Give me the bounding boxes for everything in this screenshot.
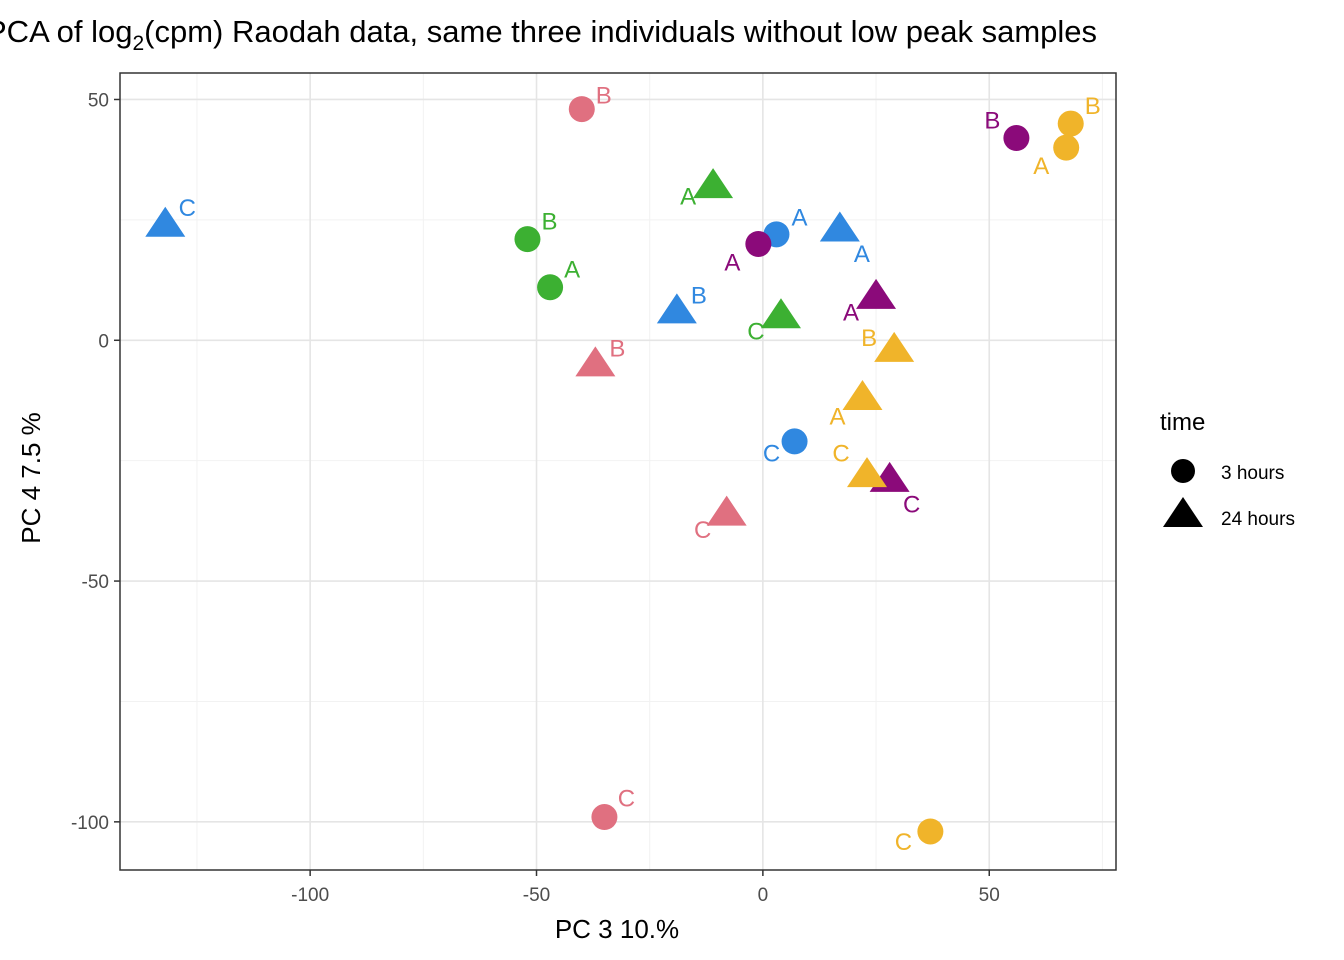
data-point-label: C	[895, 829, 912, 856]
data-point-label: A	[1033, 153, 1049, 180]
data-point-label: C	[903, 491, 920, 518]
data-point-label: C	[694, 517, 711, 544]
y-axis-title: PC 4 7.5 %	[16, 412, 46, 544]
data-point-circle	[568, 96, 595, 123]
data-point-triangle	[575, 346, 616, 377]
data-point-label: C	[832, 440, 849, 467]
data-point-triangle	[842, 380, 883, 411]
data-point-triangle	[706, 495, 747, 526]
y-tick-label: -100	[71, 813, 109, 834]
data-point-triangle	[145, 206, 186, 237]
chart-title-main: PCA of log	[0, 14, 132, 49]
data-point-circle	[1053, 134, 1080, 161]
data-point-triangle	[874, 331, 915, 362]
data-point-circle	[591, 804, 618, 831]
data-point-label: B	[609, 336, 625, 363]
data-point-label: A	[829, 403, 845, 430]
data-point-circle	[781, 428, 808, 455]
chart-title-rest: (cpm) Raodah data, same three individual…	[144, 14, 1097, 49]
plot-panel-border	[119, 72, 1117, 871]
legend-title: time	[1160, 409, 1205, 436]
data-point-label: A	[724, 249, 740, 276]
chart-title: PCA of log2(cpm) Raodah data, same three…	[0, 14, 1097, 55]
data-point-triangle	[656, 293, 697, 324]
data-point-label: B	[541, 208, 557, 235]
legend-circle-icon	[1171, 459, 1195, 483]
data-point-label: B	[1085, 93, 1101, 120]
data-point-label: A	[564, 257, 580, 284]
y-tick-label: 50	[88, 90, 109, 111]
data-point-triangle	[760, 298, 801, 329]
y-tick-label: 0	[98, 331, 109, 352]
y-tick-label: -50	[82, 572, 109, 593]
data-point-circle	[1057, 110, 1084, 137]
data-point-circle	[537, 274, 564, 301]
data-point-circle	[745, 230, 772, 257]
data-point-label: A	[680, 184, 696, 211]
data-point-label: C	[618, 785, 635, 812]
data-point-label: B	[861, 325, 877, 352]
data-point-label: C	[179, 195, 196, 222]
data-point-label: C	[747, 319, 764, 346]
data-point-triangle	[847, 457, 887, 488]
data-point-label: B	[691, 283, 707, 310]
data-point-label: B	[596, 82, 612, 109]
legend-label-3-hours: 3 hours	[1221, 463, 1284, 484]
legend-triangle-icon	[1163, 497, 1203, 527]
data-point-label: A	[854, 241, 870, 268]
data-point-label: A	[791, 205, 807, 232]
data-point-label: C	[763, 441, 780, 468]
legend-label-24-hours: 24 hours	[1221, 509, 1295, 530]
x-tick-label: -100	[291, 885, 329, 906]
data-point-circle	[514, 226, 541, 253]
x-tick-label: -50	[523, 885, 550, 906]
data-point-triangle	[693, 168, 734, 199]
legend: time 3 hours 24 hours	[1160, 409, 1295, 530]
x-tick-label: 50	[979, 885, 1000, 906]
data-point-circle	[1003, 125, 1030, 152]
chart-title-subscript: 2	[132, 32, 144, 55]
x-tick-label: 0	[758, 885, 769, 906]
data-point-circle	[917, 818, 944, 845]
data-point-label: A	[843, 299, 859, 326]
data-point-triangle	[819, 211, 860, 242]
data-point-label: B	[984, 107, 1000, 134]
data-point-triangle	[856, 278, 897, 309]
x-axis-title: PC 3 10.%	[555, 914, 679, 944]
